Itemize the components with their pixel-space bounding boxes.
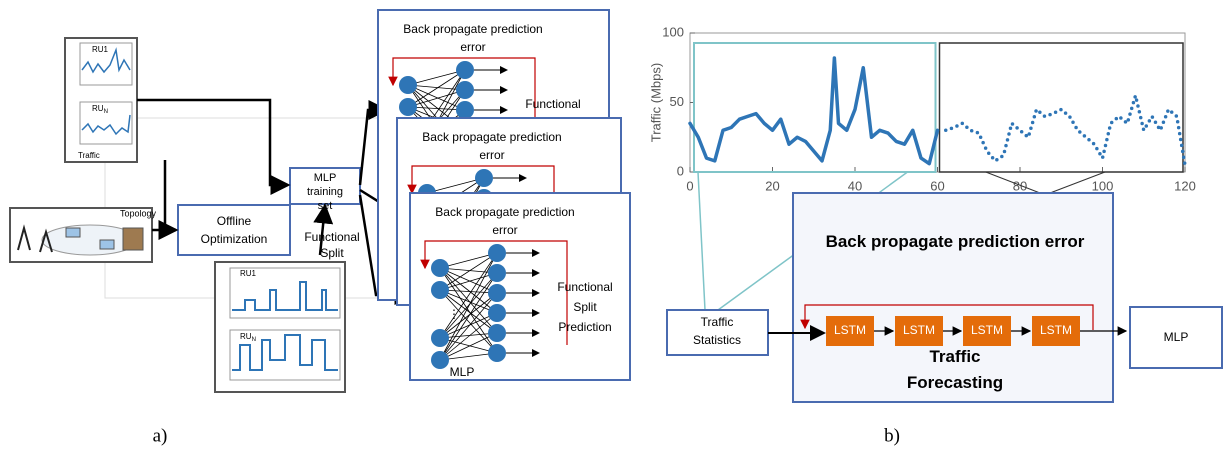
model-label: MLP <box>450 365 475 379</box>
mini-caption: Traffic <box>78 151 100 160</box>
lstm-label: LSTM <box>971 323 1003 337</box>
panel-label: a) <box>153 425 168 446</box>
nn-node <box>456 81 474 99</box>
nn-node <box>488 284 506 302</box>
nn-node <box>488 344 506 362</box>
nn-node <box>431 259 449 277</box>
nn-node <box>488 244 506 262</box>
forecast-heading: Back propagate prediction error <box>826 232 1085 251</box>
x-tick-label: 20 <box>765 178 779 193</box>
nn-node <box>456 61 474 79</box>
x-tick-label: 0 <box>686 178 693 193</box>
x-tick-label: 100 <box>1092 178 1114 193</box>
nn-node <box>431 329 449 347</box>
nn-node <box>399 76 417 94</box>
nn-node <box>475 169 493 187</box>
box-label: MLP <box>1164 330 1189 344</box>
nn-node <box>456 101 474 119</box>
nn-node <box>488 304 506 322</box>
connector <box>986 172 1105 193</box>
x-tick-label: 40 <box>848 178 862 193</box>
lstm-label: LSTM <box>1040 323 1072 337</box>
node-icon <box>100 240 114 249</box>
x-tick-label: 120 <box>1174 178 1196 193</box>
nn-ellipsis: ⋮ <box>448 307 460 321</box>
x-tick-label: 80 <box>1013 178 1027 193</box>
y-tick-label: 50 <box>670 94 684 109</box>
nn-node <box>488 324 506 342</box>
nn-node <box>431 281 449 299</box>
plot-area <box>690 33 1185 172</box>
figure: RU1 RUN Traffic Topology OfflineOptimiza… <box>0 0 1223 455</box>
x-tick-label: 60 <box>930 178 944 193</box>
nn-node <box>488 264 506 282</box>
nn-node <box>431 351 449 369</box>
y-tick-label: 100 <box>662 24 684 39</box>
server-icon <box>123 228 143 250</box>
lstm-label: LSTM <box>903 323 935 337</box>
topology-label: Topology <box>120 208 157 218</box>
y-tick-label: 0 <box>677 163 684 178</box>
panel-label: b) <box>884 425 900 446</box>
forecast-box <box>793 193 1113 402</box>
offline-optimization-box <box>178 205 290 255</box>
functional-split-label: FunctionalSplit <box>304 230 359 260</box>
node-icon <box>66 228 80 237</box>
y-axis-label: Traffic (Mbps) <box>648 63 663 142</box>
mini-label: RU1 <box>92 45 109 54</box>
nn-node <box>399 98 417 116</box>
mini-label: RU1 <box>240 269 257 278</box>
lstm-label: LSTM <box>834 323 866 337</box>
panel-b: 050100020406080100120timeTraffic (Mbps) … <box>648 24 1222 446</box>
